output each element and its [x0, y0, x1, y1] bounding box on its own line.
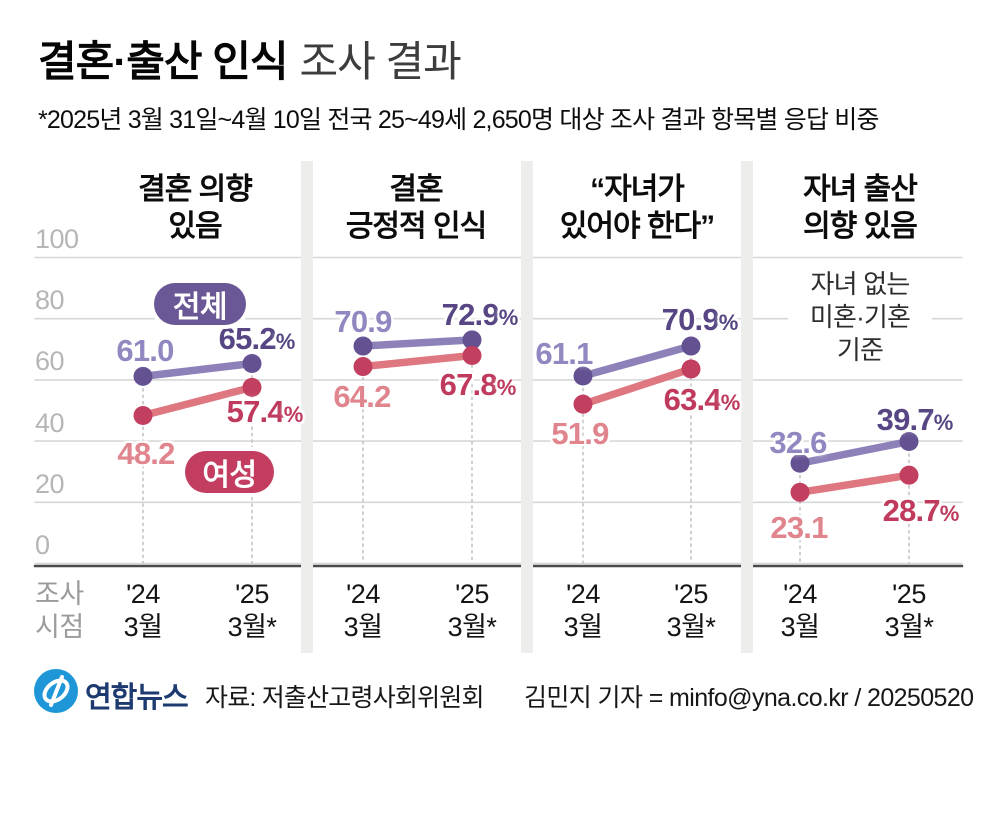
- data-point: [462, 330, 482, 350]
- legend-badge-female: 여성: [185, 451, 274, 493]
- x-axis-caption: 조사 시점: [35, 579, 84, 642]
- unit-label: %: [720, 389, 741, 415]
- data-point: [242, 377, 262, 397]
- x-tick-label: '25 3월*: [884, 579, 934, 642]
- trend-line-total: [796, 437, 913, 467]
- panel-separator: [521, 161, 533, 653]
- y-tick-label: 20: [35, 468, 65, 499]
- data-point: [899, 465, 919, 485]
- value-female-25: 67.8%: [439, 366, 517, 402]
- page-title-main: 결혼·출산 인식: [38, 38, 288, 85]
- trend-line-female: [796, 471, 913, 497]
- yonhap-logo-icon: [34, 669, 78, 713]
- x-tick-label: '24 3월: [123, 579, 163, 642]
- data-point: [681, 359, 701, 379]
- data-point: [462, 346, 482, 366]
- value-female-25: 57.4%: [226, 394, 304, 430]
- data-point: [681, 336, 701, 356]
- data-point: [790, 482, 810, 502]
- data-point: [353, 336, 373, 356]
- data-point: [133, 366, 153, 386]
- value-female-25: 63.4%: [663, 381, 741, 417]
- reporter-byline: 김민지 기자 = minfo@yna.co.kr / 20250520: [524, 684, 974, 712]
- data-point: [573, 366, 593, 386]
- unit-label: %: [498, 304, 519, 330]
- survey-description: *2025년 3월 31일~4월 10일 전국 25~49세 2,650명 대상…: [38, 106, 880, 134]
- y-tick-label: 100: [35, 224, 79, 254]
- value-female-24: 48.2: [117, 435, 175, 471]
- page-title-sub: 조사 결과: [299, 38, 462, 85]
- x-tick-label: '24 3월: [780, 579, 820, 642]
- panel-separator: [301, 161, 313, 653]
- value-female-24: 64.2: [333, 378, 391, 414]
- x-tick-label: '25 3월*: [227, 579, 277, 642]
- value-female-24: 51.9: [551, 416, 609, 452]
- unit-label: %: [283, 402, 304, 428]
- x-tick-label: '25 3월*: [447, 579, 497, 642]
- value-total-24: 32.6: [769, 425, 827, 461]
- panel-note: 자녀 없는 미혼·기혼 기준: [788, 268, 932, 367]
- y-tick-label: 60: [35, 346, 65, 377]
- legend-badge-total: 전체: [154, 283, 246, 325]
- data-point: [790, 453, 810, 473]
- data-point: [573, 394, 593, 414]
- unit-label: %: [939, 501, 960, 527]
- panel-title: 결혼 의향 있음: [138, 173, 253, 243]
- value-total-25: 70.9%: [661, 302, 739, 338]
- data-point: [899, 432, 919, 452]
- x-tick-label: '25 3월*: [666, 579, 716, 642]
- value-female-24: 23.1: [770, 510, 828, 546]
- trend-line-female: [139, 383, 256, 420]
- data-point: [242, 353, 262, 373]
- panel-title: 자녀 출산 의향 있음: [803, 173, 918, 243]
- value-female-25: 28.7%: [882, 493, 960, 529]
- y-tick-label: 0: [35, 530, 50, 560]
- source-credit: 자료: 저출산고령사회위원회: [205, 684, 485, 712]
- value-total-25: 72.9%: [441, 296, 519, 332]
- value-total-25: 39.7%: [876, 401, 954, 437]
- panel-title: 결혼 긍정적 인식: [345, 173, 487, 243]
- trend-line-total: [139, 359, 256, 381]
- trend-line-total: [359, 336, 476, 350]
- value-total-24: 61.0: [116, 333, 174, 369]
- value-total-24: 61.1: [535, 336, 593, 372]
- y-tick-label: 80: [35, 285, 65, 316]
- data-point: [353, 357, 373, 377]
- unit-label: %: [496, 374, 517, 400]
- value-total-25: 65.2%: [218, 321, 296, 357]
- footer: 연합뉴스 자료: 저출산고령사회위원회 김민지 기자 = minfo@yna.c…: [0, 662, 1004, 722]
- value-total-24: 70.9: [334, 304, 392, 340]
- x-tick-label: '24 3월: [563, 579, 603, 642]
- trend-line-total: [579, 342, 695, 380]
- trend-line-female: [359, 351, 476, 371]
- page-title: 결혼·출산 인식 조사 결과: [38, 28, 462, 89]
- unit-label: %: [275, 329, 296, 355]
- panel-title: “자녀가 있어야 한다”: [559, 173, 715, 243]
- brand-name: 연합뉴스: [85, 682, 189, 714]
- unit-label: %: [933, 409, 954, 435]
- trend-line-female: [579, 365, 695, 408]
- unit-label: %: [718, 310, 739, 336]
- y-tick-label: 40: [35, 407, 65, 438]
- x-tick-label: '24 3월: [343, 579, 383, 642]
- data-point: [133, 406, 153, 426]
- panel-separator: [741, 161, 753, 653]
